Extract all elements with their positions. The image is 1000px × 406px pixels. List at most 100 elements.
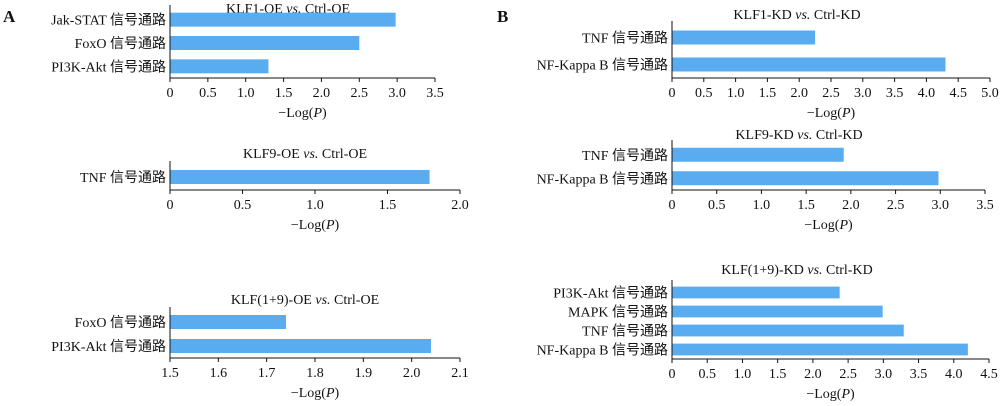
x-tick-label: 2.1	[451, 366, 469, 381]
x-axis-label-part: P	[325, 386, 335, 401]
x-tick-label: 2.0	[313, 86, 331, 101]
x-axis-label-part: )	[335, 218, 340, 233]
category-label: TNF 信号通路	[582, 148, 668, 164]
panel-letter-b: B	[497, 7, 508, 26]
category-label: NF-Kappa B 信号通路	[537, 343, 668, 359]
bar	[170, 170, 430, 184]
x-tick-label: 1.0	[237, 86, 255, 101]
x-tick-label: 1.5	[379, 198, 397, 213]
x-tick-label: 1.5	[797, 198, 815, 213]
x-axis-label-part: )	[850, 387, 855, 401]
category-label: MAPK 信号通路	[568, 305, 668, 321]
category-label: TNF 信号通路	[582, 31, 668, 47]
x-tick-label: 1.0	[734, 367, 752, 382]
x-axis-label-part: )	[851, 106, 856, 121]
x-tick-label: 1.9	[355, 366, 373, 381]
x-tick-label: 1.5	[769, 367, 787, 382]
chart-title-part: vs.	[315, 293, 330, 308]
x-tick-label: 0.5	[698, 367, 716, 382]
x-tick-label: 0	[669, 86, 676, 101]
x-tick-label: 0.5	[234, 198, 252, 213]
x-tick-label: 3.5	[910, 367, 928, 382]
category-label: FoxO 信号通路	[75, 315, 166, 331]
chart-title: KLF9-KD vs. Ctrl-KD	[735, 128, 862, 143]
bar	[672, 343, 968, 356]
x-axis-label-part: −Log(	[804, 218, 839, 233]
x-tick-label: 1.5	[161, 366, 179, 381]
x-tick-label: 4.0	[918, 86, 936, 101]
x-axis-label-part: −Log(	[291, 386, 326, 401]
x-tick-label: 4.5	[949, 86, 967, 101]
x-tick-label: 5.0	[981, 86, 999, 101]
x-axis-label: −Log(P)	[291, 218, 340, 233]
category-label: PI3K-Akt 信号通路	[51, 59, 166, 75]
bar	[672, 171, 939, 186]
x-tick-label: 3.0	[388, 86, 406, 101]
chart-title: KLF1-KD vs. Ctrl-KD	[733, 8, 860, 23]
x-tick-label: 3.0	[932, 198, 950, 213]
x-axis-label-part: P	[325, 218, 335, 233]
x-tick-label: 1.6	[210, 366, 228, 381]
chart-title-part: vs.	[303, 147, 318, 162]
x-axis-label-part: )	[335, 386, 340, 401]
x-axis-label-part: −Log(	[807, 106, 842, 121]
x-tick-label: 3.5	[426, 86, 444, 101]
x-tick-label: 2.0	[451, 198, 469, 213]
x-tick-label: 0	[669, 198, 676, 213]
x-tick-label: 1.0	[753, 198, 771, 213]
x-tick-label: 3.0	[875, 367, 893, 382]
x-tick-label: 0	[167, 198, 174, 213]
chart-3: KLF(1+9)-OE vs. Ctrl-OE FoxO 信号通路 PI3K-Akt…	[51, 293, 468, 401]
chart-title-part: Ctrl-OE	[331, 293, 380, 308]
x-axis-label-part: −Log(	[291, 218, 326, 233]
category-label: Jak-STAT 信号通路	[51, 13, 166, 29]
x-axis-label-part: P	[312, 106, 322, 121]
chart-title-part: KLF(1+9)-OE	[231, 293, 316, 308]
bar	[672, 30, 816, 45]
x-tick-label: 3.5	[886, 86, 904, 101]
bar	[672, 324, 904, 337]
bar	[672, 286, 840, 299]
panel-letter-a: A	[3, 7, 16, 26]
x-tick-label: 0.5	[708, 198, 726, 213]
bar	[170, 315, 286, 329]
x-axis-label: −Log(P)	[806, 387, 855, 401]
x-axis-label: −Log(P)	[807, 106, 856, 121]
x-tick-label: 1.7	[258, 366, 276, 381]
bar	[672, 147, 844, 162]
x-tick-label: 3.0	[854, 86, 872, 101]
chart-title-part: KLF1-KD	[733, 8, 795, 23]
chart-title-part: KLF9-OE	[243, 147, 303, 162]
chart-6: KLF(1+9)-KD vs. Ctrl-KD PI3K-Akt 信号通路 MAPK…	[537, 263, 998, 402]
x-tick-label: 1.0	[306, 198, 324, 213]
x-tick-label: 4.5	[980, 367, 998, 382]
x-tick-label: 2.0	[790, 86, 808, 101]
x-axis-label-part: P	[838, 218, 848, 233]
chart-5: KLF9-KD vs. Ctrl-KD TNF 信号通路 NF-Kappa B 信号…	[537, 128, 994, 233]
x-tick-label: 0	[167, 86, 174, 101]
x-axis-label-part: )	[848, 218, 853, 233]
x-tick-label: 1.5	[275, 86, 293, 101]
category-label: FoxO 信号通路	[75, 36, 166, 52]
chart-title-part: Ctrl-OE	[318, 147, 367, 162]
category-label: TNF 信号通路	[582, 324, 668, 340]
bar	[170, 36, 360, 50]
x-tick-label: 2.5	[887, 198, 905, 213]
x-tick-label: 2.5	[351, 86, 369, 101]
x-axis-label-part: −Log(	[806, 387, 841, 401]
category-label: PI3K-Akt 信号通路	[553, 286, 668, 302]
x-axis-label-part: P	[841, 106, 851, 121]
chart-title-part: Ctrl-KD	[810, 8, 860, 23]
bar	[672, 305, 883, 318]
bar	[170, 12, 396, 27]
chart-title-part: vs.	[795, 8, 810, 23]
x-tick-label: 0	[669, 367, 676, 382]
bar	[672, 57, 946, 72]
x-tick-label: 1.0	[727, 86, 745, 101]
x-tick-label: 0.5	[695, 86, 713, 101]
x-axis-label: −Log(P)	[804, 218, 853, 233]
bar	[170, 59, 269, 74]
